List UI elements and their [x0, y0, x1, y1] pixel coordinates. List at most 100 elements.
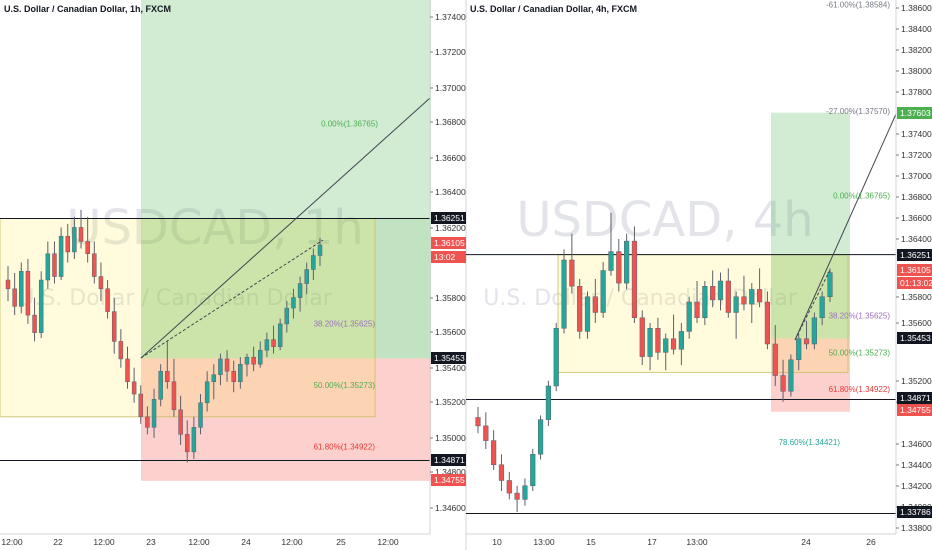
candle — [592, 278, 598, 323]
y-tick-label: 1.37200 — [435, 47, 466, 57]
trend-line — [140, 97, 431, 359]
price-tag — [897, 332, 932, 344]
candle — [764, 291, 771, 350]
candle — [545, 380, 551, 426]
candle — [569, 233, 575, 294]
candle-body — [702, 286, 708, 318]
candle — [514, 485, 520, 512]
price-tag-label: 1.34871 — [900, 393, 931, 403]
candle-body — [694, 301, 700, 318]
candle — [178, 395, 183, 445]
candle — [725, 268, 731, 318]
chart-panel-2: USDCAD, 4hU.S. Dollar / Canadian Dollar-… — [466, 0, 932, 547]
candle-body — [251, 356, 256, 365]
candle-body — [741, 296, 747, 305]
range-box — [0, 218, 376, 418]
candle — [131, 367, 137, 403]
candle-body — [655, 328, 661, 353]
fib-level-label: 50.00%(1.35273) — [829, 348, 891, 357]
candle — [311, 248, 316, 281]
price-tag-label: 1.36105 — [900, 265, 931, 275]
candle — [537, 415, 544, 460]
candle-body — [284, 307, 290, 325]
y-tick-label: 1.36400 — [435, 187, 466, 197]
candle-body — [491, 440, 497, 466]
x-tick-label: 24 — [801, 537, 811, 547]
candle-body — [608, 251, 614, 271]
candle-body — [65, 235, 70, 253]
candle — [522, 478, 528, 506]
candle-body — [58, 235, 64, 277]
y-tick-label: 1.36600 — [901, 213, 932, 223]
candle-body — [72, 227, 77, 253]
y-tick-label: 1.37800 — [901, 87, 932, 97]
y-tick-label: 1.34600 — [435, 503, 466, 513]
candle — [19, 262, 24, 314]
fib-level-label: 0.00%(1.36765) — [833, 192, 890, 201]
y-tick-label: 1.38000 — [901, 66, 932, 76]
candle-body — [757, 289, 763, 303]
x-tick-label: 23 — [146, 537, 156, 547]
candle — [98, 262, 104, 302]
candle-body — [663, 338, 669, 353]
candle — [616, 239, 622, 292]
x-tick-label: 22 — [53, 537, 63, 547]
candle — [264, 332, 270, 358]
candle-body — [788, 359, 794, 392]
candle-body — [258, 349, 263, 365]
candle — [111, 297, 117, 354]
candle-body — [5, 279, 11, 290]
candle — [32, 297, 37, 342]
candle — [304, 262, 309, 295]
x-tick-label: 12:00 — [188, 537, 210, 547]
candle-body — [211, 374, 217, 382]
candle-body — [264, 339, 270, 351]
candle-body — [569, 259, 575, 287]
candle — [105, 280, 110, 319]
profit-zone — [141, 218, 431, 359]
candle-body — [780, 375, 786, 392]
candle-body — [616, 251, 622, 284]
candle — [138, 385, 144, 424]
candle — [796, 333, 802, 371]
candle-body — [639, 317, 645, 357]
candle-body — [297, 283, 303, 298]
candle — [12, 273, 17, 316]
candle-body — [105, 288, 110, 312]
candle-body — [111, 311, 117, 342]
candle — [717, 272, 724, 311]
price-tag — [431, 212, 466, 224]
candle — [624, 233, 630, 290]
candle-body — [553, 328, 559, 387]
price-tag — [897, 506, 932, 518]
candle — [639, 310, 645, 365]
candle — [224, 350, 230, 382]
x-tick-label: 17 — [647, 537, 657, 547]
candle — [827, 268, 833, 302]
candle — [561, 249, 567, 334]
trend-line — [794, 113, 897, 341]
candle-body — [670, 338, 677, 350]
candle-body — [52, 253, 57, 277]
candle — [38, 271, 44, 338]
candle — [647, 323, 653, 371]
candle — [749, 283, 755, 323]
y-tick-label: 1.35800 — [435, 293, 466, 303]
candle — [191, 416, 197, 459]
candle-body — [796, 338, 802, 360]
price-tag — [431, 474, 466, 486]
candle — [171, 358, 177, 417]
y-tick-label: 1.35800 — [901, 292, 932, 302]
y-tick-label: 1.36800 — [435, 117, 466, 127]
candle-body — [678, 331, 684, 350]
candle — [788, 354, 794, 397]
y-tick-label: 1.35400 — [435, 363, 466, 373]
candle — [165, 341, 170, 389]
y-tick-label: 1.36800 — [901, 192, 932, 202]
y-tick-label: 1.35200 — [435, 397, 466, 407]
candle-body — [592, 296, 598, 313]
candle-body — [224, 358, 230, 372]
candle-body — [12, 288, 17, 307]
candle-body — [191, 427, 197, 453]
candle — [118, 329, 124, 368]
